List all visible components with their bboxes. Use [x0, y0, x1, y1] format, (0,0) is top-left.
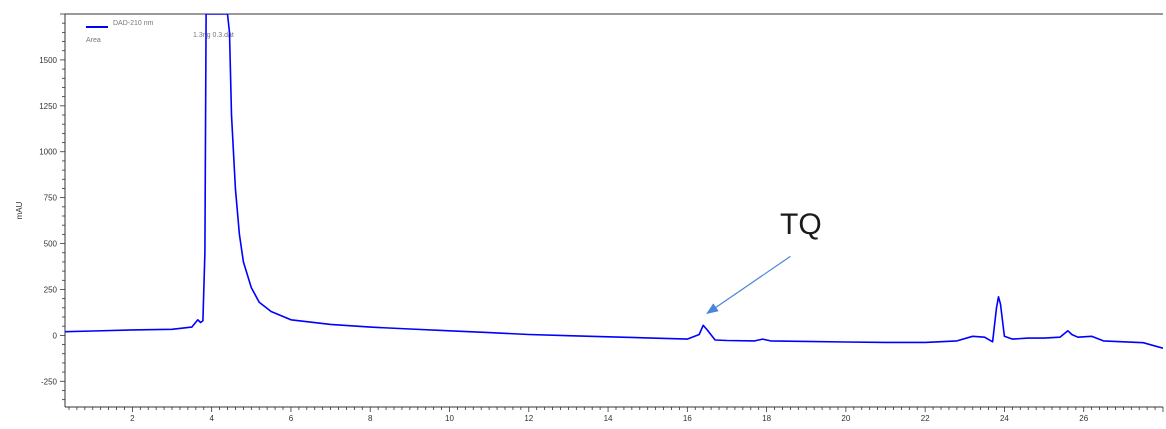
y-tick-label: 1250 [39, 102, 57, 111]
x-tick-label: 22 [921, 414, 930, 423]
y-tick-label: -250 [41, 377, 58, 386]
legend-series-label: DAD-210 nm [113, 20, 154, 27]
y-tick-label: 0 [53, 331, 58, 340]
x-tick-label: 16 [683, 414, 692, 423]
legend: DAD-210 nm Area 1.3ng 0.3.dat [86, 20, 234, 44]
y-tick-label: 750 [44, 194, 58, 203]
x-tick-label: 6 [289, 414, 294, 423]
x-tick-label: 18 [762, 414, 771, 423]
series-group [65, 14, 1163, 349]
x-tick-label: 4 [209, 414, 214, 423]
legend-area-label: Area [86, 37, 101, 44]
axes [64, 13, 1163, 408]
annotation-arrow [706, 255, 791, 315]
legend-file-label: 1.3ng 0.3.dat [193, 32, 234, 39]
ticks: 2 4 6 8 10 12 14 16 18 20 22 24 26-25002505007501000… [39, 13, 1164, 423]
x-tick-label: 8 [368, 414, 373, 423]
x-tick-label: 2 [130, 414, 135, 423]
x-tick-label: 10 [445, 414, 454, 423]
x-tick-label: 12 [524, 414, 533, 423]
series-line [65, 14, 1163, 349]
annotation-label: TQ [780, 208, 822, 241]
y-tick-label: 500 [44, 240, 58, 249]
x-tick-label: 14 [604, 414, 613, 423]
x-tick-label: 24 [1000, 414, 1009, 423]
plot-area [65, 14, 1163, 407]
y-tick-label: 1500 [39, 56, 57, 65]
y-tick-label: 1000 [39, 148, 57, 157]
y-tick-label: 250 [44, 285, 58, 294]
x-tick-label: 20 [841, 414, 850, 423]
y-axis-label: mAU [15, 201, 24, 219]
x-tick-label: 26 [1079, 414, 1088, 423]
